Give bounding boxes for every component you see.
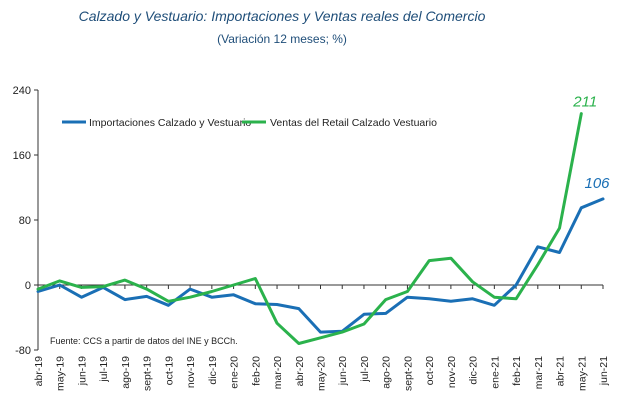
x-tick-label: mar-20 bbox=[272, 356, 284, 389]
x-tick-label: oct-20 bbox=[424, 356, 436, 385]
x-tick-label: ago-19 bbox=[120, 356, 132, 389]
y-axis-ticks: -80 0 80 160 240 bbox=[13, 85, 38, 357]
y-tick-label: 240 bbox=[13, 85, 31, 97]
x-tick-label: jun-20 bbox=[337, 356, 349, 386]
x-tick-label: abr-19 bbox=[33, 356, 45, 387]
x-tick-label: ago-20 bbox=[381, 356, 393, 389]
legend: Importaciones Calzado y Vestuario Ventas… bbox=[62, 117, 437, 129]
x-tick-label: jun-19 bbox=[76, 356, 88, 386]
x-tick-label: may-20 bbox=[316, 356, 328, 391]
x-tick-label: may-21 bbox=[576, 356, 588, 391]
x-tick-label: jul-19 bbox=[98, 356, 110, 383]
series-line-imports bbox=[36, 197, 605, 334]
y-tick-label: 0 bbox=[25, 280, 31, 292]
x-tick-label: dic-20 bbox=[468, 356, 480, 385]
x-tick-label: abr-21 bbox=[555, 356, 567, 387]
x-tick-label: may-19 bbox=[55, 356, 67, 391]
source-note: Fuente: CCS a partir de datos del INE y … bbox=[50, 336, 238, 346]
chart-subtitle: (Variación 12 meses; %) bbox=[217, 32, 347, 46]
x-tick-label: sept-19 bbox=[142, 356, 154, 391]
x-axis-ticks: abr-19 may-19 jun-19 jul-19 ago-19 sept-19 oct… bbox=[33, 285, 610, 391]
end-label-retail: 211 bbox=[572, 94, 597, 111]
legend-label-imports: Importaciones Calzado y Vestuario bbox=[89, 117, 251, 129]
y-tick-label: 80 bbox=[19, 215, 31, 227]
x-tick-label: dic-19 bbox=[207, 356, 219, 385]
legend-label-retail: Ventas del Retail Calzado Vestuario bbox=[270, 117, 437, 129]
end-label-imports: 106 bbox=[584, 175, 610, 192]
x-tick-label: abr-20 bbox=[294, 356, 306, 387]
x-tick-label: mar-21 bbox=[533, 356, 545, 389]
x-tick-label: ene-20 bbox=[229, 356, 241, 389]
x-tick-label: jun-21 bbox=[598, 356, 610, 386]
series-lines bbox=[36, 112, 605, 345]
y-tick-label: -80 bbox=[15, 345, 31, 357]
x-tick-label: sept-20 bbox=[402, 356, 414, 391]
x-tick-label: feb-21 bbox=[511, 356, 523, 386]
x-tick-label: jul-20 bbox=[359, 356, 371, 383]
y-tick-label: 160 bbox=[13, 150, 31, 162]
x-tick-label: oct-19 bbox=[163, 356, 175, 385]
series-line-retail bbox=[36, 112, 583, 345]
axes bbox=[37, 90, 603, 350]
x-tick-label: nov-20 bbox=[446, 356, 458, 388]
x-tick-label: ene-21 bbox=[489, 356, 501, 389]
x-tick-label: nov-19 bbox=[185, 356, 197, 388]
chart-title: Calzado y Vestuario: Importaciones y Ven… bbox=[79, 8, 486, 24]
x-tick-label: feb-20 bbox=[250, 356, 262, 386]
